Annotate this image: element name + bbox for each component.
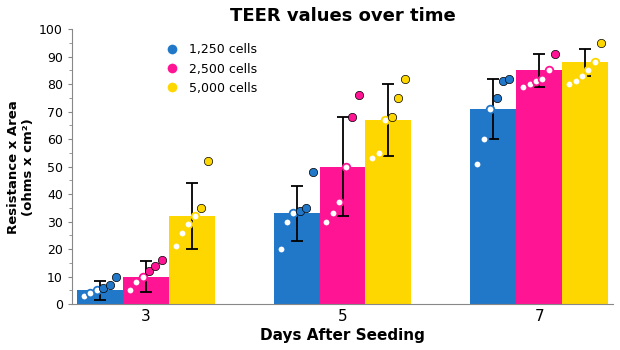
Y-axis label: Resistance x Area
(ohms x cm²): Resistance x Area (ohms x cm²): [7, 100, 35, 233]
Bar: [471, 109, 516, 304]
X-axis label: Days After Seeding: Days After Seeding: [260, 328, 425, 343]
Bar: [516, 70, 562, 304]
Legend: 1,250 cells, 2,500 cells, 5,000 cells: 1,250 cells, 2,500 cells, 5,000 cells: [154, 38, 262, 100]
Bar: [77, 290, 123, 304]
Title: TEER values over time: TEER values over time: [229, 7, 456, 25]
Bar: [169, 216, 215, 304]
Bar: [123, 276, 169, 304]
Bar: [319, 167, 365, 304]
Bar: [365, 120, 412, 304]
Bar: [562, 62, 608, 304]
Bar: [273, 214, 319, 304]
